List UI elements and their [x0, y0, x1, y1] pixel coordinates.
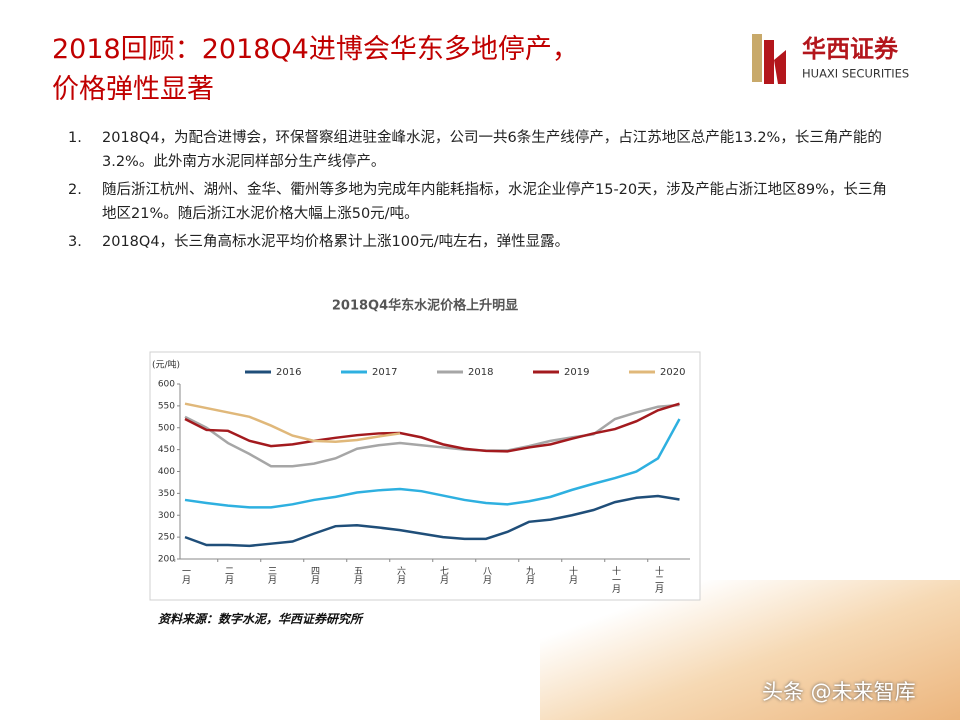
y-tick-label: 350 [158, 489, 175, 499]
series-line [184, 494, 680, 548]
logo: 华西证券 HUAXI SECURITIES [752, 34, 909, 84]
x-tick-label: 五月 [352, 566, 363, 585]
logo-shape [774, 50, 786, 84]
legend-label: 2018 [468, 367, 493, 378]
x-tick-label: 九月 [524, 566, 535, 585]
series-line [184, 402, 401, 444]
y-tick-label: 450 [158, 445, 175, 455]
logo-bar [752, 34, 762, 82]
source-note: 资料来源：数字水泥，华西证券研究所 [158, 612, 363, 626]
y-tick-label: 400 [158, 467, 175, 477]
y-tick-label: 600 [158, 380, 175, 390]
series-line [184, 418, 681, 509]
legend-label: 2017 [372, 367, 397, 378]
y-tick-label: 200 [158, 555, 175, 565]
x-tick-label: 四月 [309, 566, 320, 585]
logo-cn: 华西证券 [802, 35, 899, 63]
title-line: 2018回顾：2018Q4进博会华东多地停产， [52, 34, 579, 65]
list-item: 3. 2018Q4，长三角高标水泥平均价格累计上涨100元/吨左右，弹性显露。 [68, 230, 898, 254]
x-tick-label: 三月 [266, 566, 277, 585]
list-number: 1. [68, 130, 82, 146]
list-text: 2018Q4，长三角高标水泥平均价格累计上涨100元/吨左右，弹性显露。 [102, 234, 570, 250]
x-tick-label: 七月 [438, 566, 449, 585]
y-tick-label: 300 [158, 511, 175, 521]
list-text: 随后浙江杭州、湖州、金华、衢州等多地为完成年内能耗指标，水泥企业停产15-20天… [102, 182, 887, 222]
logo-bar [764, 40, 774, 84]
series-line [184, 402, 680, 453]
y-tick-label: 500 [158, 423, 175, 433]
list-item: 2. 随后浙江杭州、湖州、金华、衢州等多地为完成年内能耗指标，水泥企业停产15-2… [68, 178, 898, 226]
x-tick-label: 二月 [223, 566, 234, 585]
y-unit: (元/吨) [152, 359, 180, 371]
list-item: 1. 2018Q4，为配合进博会，环保督察组进驻金峰水泥，公司一共6条生产线停产，… [68, 126, 898, 174]
list-number: 2. [68, 182, 82, 198]
x-tick-label: 一月 [180, 566, 191, 585]
y-tick-label: 550 [158, 401, 175, 411]
watermark: 头条 @未来智库 [762, 680, 916, 704]
list-number: 3. [68, 234, 82, 250]
x-tick-label: 十二月 [653, 565, 664, 594]
x-tick-label: 六月 [395, 565, 406, 585]
bullet-list: 1. 2018Q4，为配合进博会，环保督察组进驻金峰水泥，公司一共6条生产线停产，… [68, 126, 898, 258]
logo-en: HUAXI SECURITIES [802, 67, 909, 81]
legend-label: 2019 [564, 367, 589, 378]
decoration [540, 580, 960, 720]
y-tick-label: 250 [158, 533, 175, 543]
x-tick-label: 十月 [567, 565, 578, 585]
title-line: 价格弹性显著 [52, 74, 214, 105]
legend-label: 2016 [276, 367, 301, 378]
list-text: 2018Q4，为配合进博会，环保督察组进驻金峰水泥，公司一共6条生产线停产，占江… [102, 130, 882, 170]
legend-label: 2020 [660, 367, 685, 378]
x-tick-label: 十一月 [610, 565, 621, 594]
slide-title: 2018回顾：2018Q4进博会华东多地停产， 价格弹性显著 [52, 30, 579, 110]
x-tick-label: 八月 [481, 566, 492, 585]
chart-title: 2018Q4华东水泥价格上升明显 [332, 298, 518, 314]
